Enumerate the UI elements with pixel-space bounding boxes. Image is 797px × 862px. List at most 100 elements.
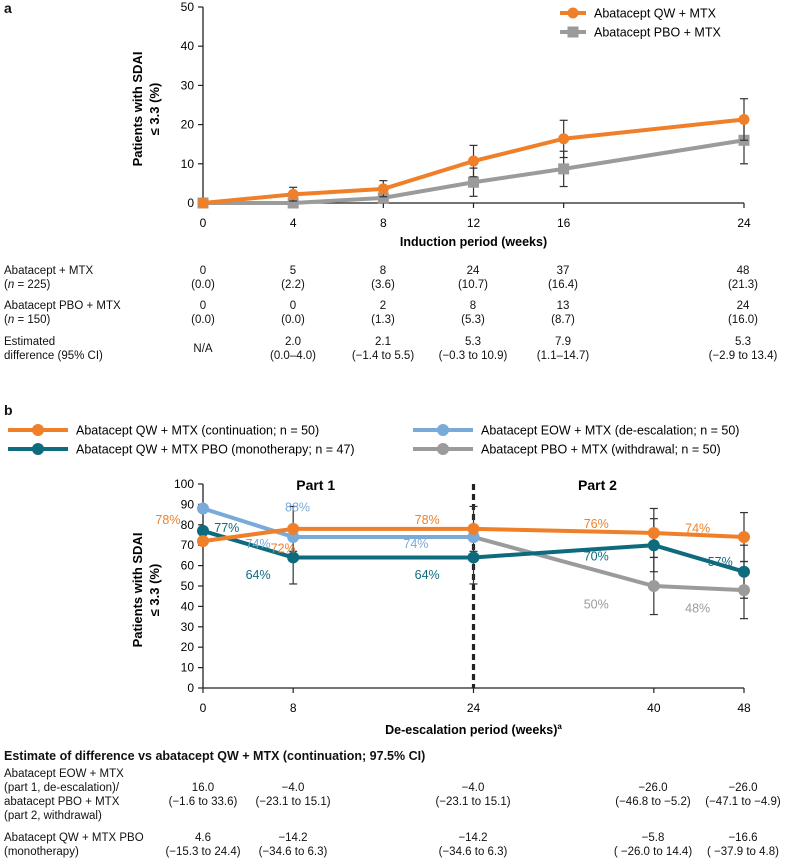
a-y-tick-label: 0 xyxy=(187,196,194,210)
a-legend-marker-qw xyxy=(567,7,579,19)
b-data-label-monotherapy: 57% xyxy=(708,555,733,569)
panel-a-row-label-line2: (n = 150) xyxy=(4,314,51,326)
panel-a-row-label-line1: Estimated xyxy=(4,336,56,348)
b-data-label-continuation: 74% xyxy=(685,521,710,535)
panel-a-cell: 24 (10.7) xyxy=(457,265,489,291)
a-x-axis-label: Induction period (weeks) xyxy=(400,235,547,249)
b-y-tick-label: 90 xyxy=(181,497,195,511)
b-data-label-continuation: 78% xyxy=(155,513,180,527)
b-data-label-withdrawal: 48% xyxy=(685,601,710,615)
panel-a-row-label-line1: Abatacept PBO + MTX xyxy=(4,300,121,312)
a-x-tick-label: 8 xyxy=(380,216,387,230)
b-point-monotherapy xyxy=(197,524,209,537)
a-y-tick-label: 50 xyxy=(181,0,195,14)
b-legend-label-continuation: Abatacept QW + MTX (continuation; n = 50… xyxy=(76,424,319,438)
a-x-tick-label: 12 xyxy=(467,216,481,230)
b-data-label-withdrawal: 50% xyxy=(584,597,609,611)
chart-a: 0 10 20 30 40 50 0 4 8 12 16 24 Induction period (we… xyxy=(130,0,751,249)
b-data-label-monotherapy: 70% xyxy=(584,549,609,563)
b-x-tick-label: 0 xyxy=(200,701,207,715)
b-data-label-monotherapy: 64% xyxy=(246,568,271,582)
b-point-continuation xyxy=(467,522,480,535)
panel-a-letter: a xyxy=(4,0,12,16)
panel-b-row1-label-line: Abatacept EOW + MTX xyxy=(4,768,124,780)
panel-a-row-label: Estimated difference (95% CI) xyxy=(4,335,103,363)
panel-b-row2-label-line: (monotherapy) xyxy=(4,846,79,858)
a-legend-label-qw: Abatacept QW + MTX xyxy=(594,7,717,21)
a-point-qw xyxy=(197,197,209,209)
b-data-label-continuation: 72% xyxy=(271,541,296,555)
panel-a-row-label-line2: difference (95% CI) xyxy=(4,350,103,362)
panel-b-cell: −26.0 (−47.1 to −4.9) xyxy=(705,782,781,808)
panel-a-cell: 0 (0.0) xyxy=(191,300,215,326)
chart-b: Abatacept QW + MTX (continuation; n = 50… xyxy=(8,424,751,737)
panel-a-row-label: Abatacept PBO + MTX (n = 150) xyxy=(4,299,121,327)
panel-b-cell: −14.2 (−34.6 to 6.3) xyxy=(438,832,508,858)
panel-b-cell: −16.6( −37.9 to 4.8) xyxy=(707,832,779,858)
panel-b-cell: −4.0 (−23.1 to 15.1) xyxy=(255,782,331,808)
b-y-axis-label: Patients with SDAI ≤ 3.3 (%) xyxy=(130,533,162,648)
panel-b-row1-label-line: (part 1, de-escalation)/ xyxy=(4,782,120,794)
b-y-tick-label: 10 xyxy=(181,661,195,675)
a-x-tick-label: 0 xyxy=(200,216,207,230)
panel-b-table-title: Estimate of difference vs abatacept QW +… xyxy=(4,749,426,763)
b-y-tick-label: 60 xyxy=(181,559,195,573)
panel-a-cell: 24 (16.0) xyxy=(727,300,759,326)
a-point-pbo xyxy=(377,192,389,204)
b-point-continuation xyxy=(647,526,660,539)
panel-a-cell: 8 (3.6) xyxy=(371,265,395,291)
b-line-withdrawal xyxy=(472,535,745,593)
b-data-label-continuation: 78% xyxy=(415,513,440,527)
b-legend-label-monotherapy: Abatacept QW + MTX PBO (monotherapy; n =… xyxy=(76,443,355,457)
a-point-pbo xyxy=(558,163,570,175)
b-part2-label: Part 2 xyxy=(578,477,617,493)
panel-b-cell: −26.0 (−46.8 to −5.2) xyxy=(615,782,691,808)
panel-b-row2-label: Abatacept QW + MTX PBO (monotherapy) xyxy=(4,831,144,859)
panel-b-row2-label-line: Abatacept QW + MTX PBO xyxy=(4,832,144,844)
panel-b-cell: −5.8( −26.0 to 14.4) xyxy=(613,832,693,858)
b-legend-label-de-escalation: Abatacept EOW + MTX (de-escalation; n = … xyxy=(481,424,739,438)
panel-a-cell: 37 (16.4) xyxy=(547,265,579,291)
b-legend-label-withdrawal: Abatacept PBO + MTX (withdrawal; n = 50) xyxy=(481,443,721,457)
panel-a-cell: 48 (21.3) xyxy=(727,265,759,291)
b-legend-marker-de-escalation xyxy=(437,424,449,436)
panel-a-cell: 0 (0.0) xyxy=(281,300,305,326)
b-point-continuation xyxy=(287,522,300,535)
a-point-pbo xyxy=(468,176,479,188)
panel-a-cell: N/A xyxy=(193,343,213,355)
panel-b-cell: −14.2 (−34.6 to 6.3) xyxy=(258,832,328,858)
b-point-withdrawal xyxy=(738,584,750,597)
b-part1-label: Part 1 xyxy=(296,477,335,493)
panel-a-row-label-line1: Abatacept + MTX xyxy=(4,265,94,277)
panel-a-cell: 5.3 (−0.3 to 10.9) xyxy=(438,336,508,362)
a-y-tick-label: 10 xyxy=(181,157,195,171)
panel-b-row1-label: Abatacept EOW + MTX (part 1, de-escalatio… xyxy=(4,767,124,823)
panel-b-cell: 4.6 (−15.3 to 24.4) xyxy=(165,832,241,858)
a-point-qw xyxy=(377,183,389,195)
b-point-monotherapy xyxy=(647,539,660,552)
panel-b-cell: 16.0 (−1.6 to 33.6) xyxy=(168,782,238,808)
a-y-axis-label: Patients with SDAI ≤ 3.3 (%) xyxy=(130,52,162,167)
b-legend-marker-monotherapy xyxy=(32,443,44,455)
panel-b-cell: −4.0 (−23.1 to 15.1) xyxy=(435,782,511,808)
a-point-pbo xyxy=(287,197,299,209)
b-data-label-de-escalation: 88% xyxy=(285,500,310,514)
a-x-tick-label: 24 xyxy=(737,216,751,230)
b-data-label-de-escalation: 74% xyxy=(246,537,271,551)
b-data-label-de-escalation: 74% xyxy=(403,537,428,551)
a-point-qw xyxy=(287,188,299,200)
b-data-label-monotherapy: 77% xyxy=(214,521,239,535)
a-point-qw xyxy=(738,114,750,126)
a-y-tick-label: 20 xyxy=(181,118,195,132)
panel-a-row-label: Abatacept + MTX (n = 225) xyxy=(4,264,93,292)
panel-a-cell: 2 (1.3) xyxy=(371,300,395,326)
b-x-tick-label: 8 xyxy=(290,701,297,715)
panel-a-cell: 13 (8.7) xyxy=(551,300,575,326)
b-y-tick-label: 50 xyxy=(181,579,195,593)
a-x-tick-label: 4 xyxy=(290,216,297,230)
panel-a-cell: 2.1 (−1.4 to 5.5) xyxy=(351,336,415,362)
b-point-continuation xyxy=(738,531,750,544)
b-y-tick-label: 70 xyxy=(181,538,195,552)
b-x-tick-label: 40 xyxy=(647,701,661,715)
b-x-axis-label: De-escalation period (weeks)a xyxy=(385,722,562,737)
